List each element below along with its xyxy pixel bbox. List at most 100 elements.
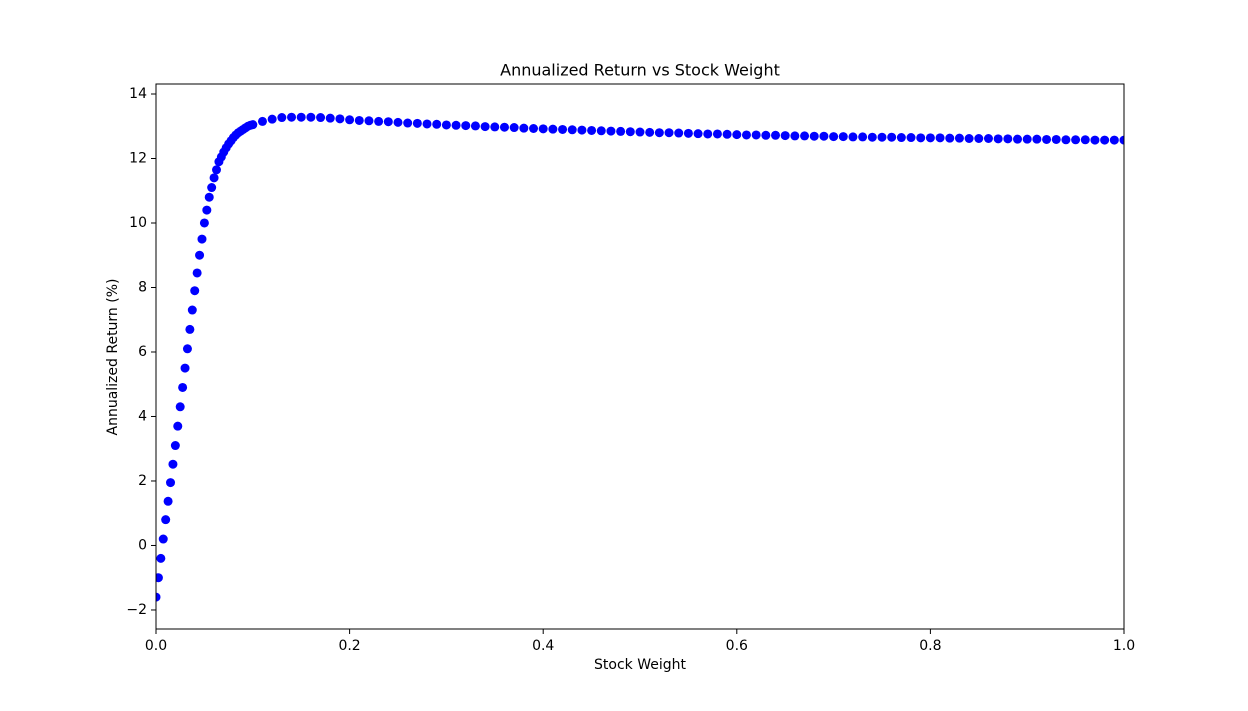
point: [867, 132, 877, 142]
point: [645, 127, 655, 137]
point: [364, 116, 374, 126]
point: [163, 496, 173, 506]
point: [809, 131, 819, 141]
point: [306, 112, 316, 122]
point: [190, 286, 200, 296]
point: [664, 128, 674, 138]
plot-area: [156, 112, 1124, 602]
point: [945, 133, 955, 143]
point: [166, 478, 176, 488]
point: [519, 123, 529, 133]
point: [577, 125, 587, 135]
point: [761, 130, 771, 140]
point: [712, 129, 722, 139]
point: [335, 114, 345, 124]
chart-title: Annualized Return vs Stock Weight: [500, 61, 780, 80]
point: [567, 125, 577, 135]
point: [202, 205, 212, 215]
point: [422, 119, 432, 129]
point: [887, 132, 897, 142]
point: [925, 133, 935, 143]
point: [267, 114, 277, 124]
y-tick-label: 0: [138, 537, 147, 553]
point: [983, 134, 993, 143]
point: [529, 124, 539, 134]
point: [212, 165, 221, 175]
point: [587, 125, 597, 135]
y-axis-label: Annualized Return (%): [105, 279, 121, 436]
point: [158, 534, 168, 544]
x-axis-label: Stock Weight: [594, 657, 686, 673]
point: [1013, 134, 1023, 144]
point: [703, 129, 713, 139]
x-tick-label: 0.4: [532, 638, 554, 654]
point: [490, 122, 500, 132]
point: [509, 123, 519, 133]
y-tick-label: −2: [126, 602, 147, 618]
point: [168, 459, 178, 469]
point: [374, 116, 384, 126]
point: [1109, 135, 1119, 145]
point: [616, 126, 626, 136]
point: [1032, 134, 1042, 144]
point: [838, 132, 848, 142]
x-tick-label: 0.2: [338, 638, 360, 654]
point: [538, 124, 548, 134]
point: [993, 134, 1003, 144]
point: [209, 173, 219, 183]
point: [1022, 134, 1032, 144]
point: [964, 134, 974, 143]
point: [558, 124, 568, 134]
point: [800, 131, 810, 141]
point: [185, 324, 195, 334]
point: [732, 130, 742, 140]
point: [345, 115, 355, 125]
point: [403, 118, 413, 128]
point: [916, 133, 926, 143]
point: [156, 573, 163, 583]
point: [596, 126, 606, 136]
point: [383, 117, 393, 127]
point: [848, 132, 858, 142]
x-tick-label: 0.8: [919, 638, 941, 654]
point: [1119, 135, 1124, 145]
point: [354, 115, 364, 125]
point: [412, 118, 422, 128]
point: [393, 117, 403, 127]
point: [180, 363, 190, 373]
axes-frame: [155, 83, 1125, 630]
point: [1071, 135, 1081, 145]
point: [187, 305, 197, 315]
point: [790, 131, 800, 141]
point: [296, 112, 306, 122]
point: [207, 183, 217, 193]
point: [954, 133, 964, 143]
point: [771, 130, 781, 140]
point: [499, 122, 509, 132]
x-tick-label: 0.6: [726, 638, 748, 654]
point: [606, 126, 616, 136]
point: [480, 122, 490, 132]
point: [1061, 135, 1071, 145]
point: [161, 515, 171, 525]
point: [625, 127, 635, 137]
point: [170, 441, 180, 451]
point: [896, 133, 906, 143]
point: [877, 132, 887, 142]
point: [741, 130, 751, 140]
point: [178, 382, 188, 392]
point: [441, 120, 451, 130]
point: [1003, 134, 1013, 144]
y-tick-label: 14: [129, 86, 147, 102]
point: [1042, 134, 1052, 144]
y-tick-label: 8: [138, 279, 147, 295]
point: [751, 130, 761, 140]
point: [461, 121, 471, 131]
y-tick-label: 6: [138, 344, 147, 360]
point: [470, 121, 480, 131]
point: [693, 129, 703, 139]
point: [204, 192, 214, 202]
point: [674, 128, 684, 138]
point: [192, 268, 202, 278]
